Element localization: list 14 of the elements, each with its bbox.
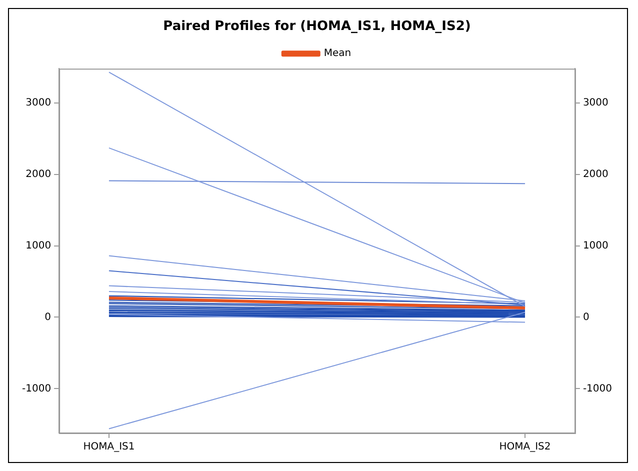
y-tick-label: 3000 (26, 97, 52, 108)
y2-tick-label: 1000 (582, 240, 608, 252)
y2-tick-label: 3000 (582, 97, 608, 108)
y2-tick-label: -1000 (582, 383, 612, 394)
x-tick-label: HOMA_IS2 (499, 442, 551, 453)
legend-label: Mean (324, 48, 352, 60)
y-tick-label: -1000 (22, 383, 52, 394)
y-tick-label: 2000 (26, 168, 52, 180)
y2-tick-label: 2000 (582, 168, 608, 180)
x-tick-label: HOMA_IS1 (83, 442, 135, 453)
y2-tick-label: 0 (582, 312, 590, 323)
y-tick-label: 0 (44, 312, 52, 323)
chart-title: Paired Profiles for (HOMA_IS1, HOMA_IS2) (163, 19, 471, 34)
y-tick-label: 1000 (26, 240, 52, 252)
